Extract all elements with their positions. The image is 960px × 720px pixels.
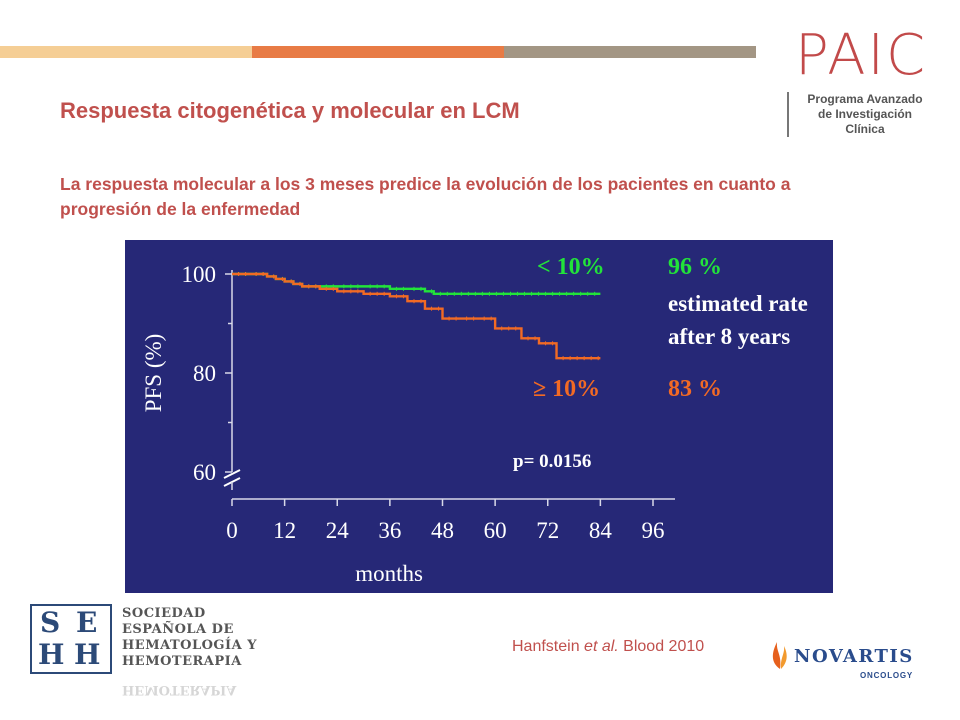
sehh-line-3: HEMATOLOGÍA Y	[122, 638, 257, 653]
sehh-line-4: HEMOTERAPIA	[122, 654, 242, 669]
topbar-segment-1	[0, 46, 252, 58]
annotation-after-years: after 8 years	[668, 324, 790, 349]
paic-logo-word: PAIC	[795, 23, 928, 88]
y-axis-label: PFS (%)	[141, 334, 166, 413]
legend-rate-high: 83 %	[668, 376, 722, 402]
x-tick-label: 24	[326, 518, 350, 543]
sehh-logo: S E H H SOCIEDAD ESPAÑOLA DE HEMATOLOGÍA…	[30, 604, 266, 708]
legend-label-low: < 10%	[537, 254, 605, 280]
sehh-letter-e: E	[76, 606, 98, 639]
annotation-estimated-rate: estimated rate	[668, 291, 808, 316]
sehh-letter-h2: H	[74, 638, 101, 671]
citation-journal: Blood 2010	[618, 638, 705, 655]
y-tick-label: 60	[193, 460, 216, 485]
novartis-logo-word: NOVARTIS	[794, 646, 914, 667]
x-tick-label: 96	[642, 518, 665, 543]
pfs-chart-svg: 60 80 100 0 12 24 36 48 60 72 84 96 months PFS (%) < 1…	[141, 254, 808, 586]
series-line-2	[232, 272, 601, 360]
topbar-segment-3	[504, 46, 756, 58]
sehh-letter-s: S	[40, 606, 61, 639]
y-tick-label: 100	[182, 262, 217, 287]
sehh-logo-box	[30, 604, 112, 674]
slide-title: Respuesta citogenética y molecular en LC…	[60, 98, 520, 123]
slide-subtitle: La respuesta molecular a los 3 meses pre…	[60, 174, 791, 219]
x-tick-label: 72	[536, 518, 559, 543]
x-tick-label: 60	[484, 518, 507, 543]
x-tick-label: 0	[226, 518, 238, 543]
pfs-chart: 60 80 100 0 12 24 36 48 60 72 84 96 months PFS (%) < 1…	[125, 240, 833, 593]
novartis-logo-sub: ONCOLOGY	[860, 671, 914, 680]
citation: Hanfstein et al. Blood 2010	[512, 638, 704, 656]
paic-line-2: de Investigación	[817, 107, 913, 121]
novartis-flame-icon	[772, 642, 787, 669]
paic-line-1: Programa Avanzado	[807, 92, 923, 106]
sehh-logo-text: SOCIEDAD ESPAÑOLA DE HEMATOLOGÍA Y HEMOT…	[122, 606, 257, 670]
x-tick-label: 84	[589, 518, 613, 543]
citation-etal: et al.	[584, 638, 619, 655]
legend-rate-low: 96 %	[668, 254, 722, 280]
sehh-line-1: SOCIEDAD	[122, 606, 206, 621]
sehh-letter-h1: H	[38, 638, 65, 671]
novartis-logo: NOVARTIS ONCOLOGY	[768, 640, 912, 680]
paic-logo-subtitle: Programa Avanzado de Investigación Clíni…	[787, 92, 935, 137]
paic-logo: PAIC	[795, 28, 927, 84]
sehh-logo-reflection: HEMOTERAPIA	[122, 682, 237, 697]
x-tick-label: 48	[431, 518, 454, 543]
topbar-segment-2	[252, 46, 504, 58]
sehh-line-2: ESPAÑOLA DE	[122, 622, 234, 637]
x-axis-label: months	[355, 561, 423, 586]
x-tick-label: 12	[273, 518, 296, 543]
citation-author: Hanfstein	[512, 638, 585, 655]
legend-label-high: ≥ 10%	[533, 376, 600, 402]
x-tick-label: 36	[378, 518, 401, 543]
paic-line-3: Clínica	[845, 122, 885, 136]
p-value-label: p= 0.0156	[513, 451, 591, 472]
axis-break-mark	[223, 469, 241, 479]
y-tick-label: 80	[193, 361, 216, 386]
